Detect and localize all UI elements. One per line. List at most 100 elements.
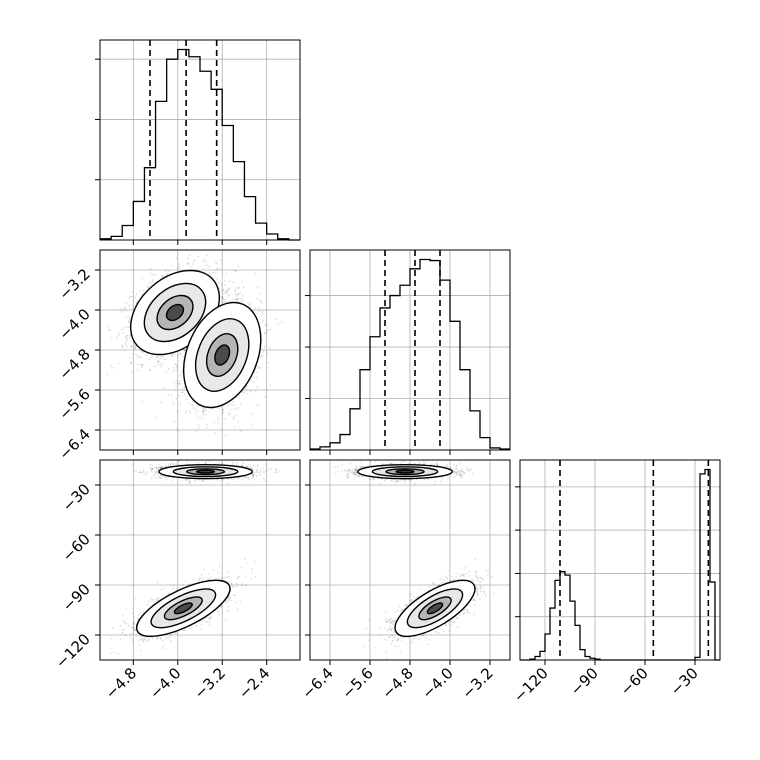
sample-point	[200, 417, 203, 419]
sample-point	[141, 366, 143, 368]
sample-point	[235, 287, 238, 289]
density-contour	[165, 303, 185, 322]
sample-point	[115, 336, 118, 339]
sample-point	[172, 401, 174, 404]
sample-point	[128, 320, 131, 322]
sample-point	[176, 410, 179, 413]
sample-point	[172, 381, 175, 383]
sample-point	[156, 355, 159, 358]
sample-point	[255, 312, 258, 315]
sample-point	[124, 306, 127, 309]
sample-point	[185, 410, 188, 412]
sample-point	[232, 417, 235, 420]
sample-point	[120, 310, 123, 313]
sample-point	[124, 341, 127, 344]
sample-point	[238, 394, 240, 397]
sample-point	[234, 289, 236, 291]
sample-point	[263, 332, 266, 335]
sample-point	[172, 403, 175, 406]
sample-point	[202, 410, 205, 413]
sample-point	[237, 293, 240, 296]
sample-point	[252, 376, 255, 379]
sample-point	[233, 416, 235, 418]
sample-point	[227, 295, 230, 297]
sample-point	[197, 427, 200, 429]
sample-point	[157, 360, 159, 363]
sample-point	[224, 291, 227, 294]
sample-point	[181, 391, 184, 394]
sample-point	[193, 260, 195, 262]
sample-point	[237, 265, 240, 268]
sample-point	[258, 299, 261, 302]
sample-point	[117, 332, 120, 335]
histogram-step-line	[100, 48, 300, 241]
sample-point	[260, 355, 263, 357]
sample-point	[228, 413, 230, 416]
sample-point	[235, 414, 238, 417]
sample-point	[259, 292, 262, 295]
sample-point	[227, 405, 230, 408]
sample-point	[204, 271, 207, 273]
sample-point	[215, 262, 218, 265]
sample-point	[232, 281, 235, 284]
sample-point	[220, 296, 223, 299]
sample-point	[128, 326, 130, 329]
sample-point	[159, 358, 161, 360]
sample-point	[149, 281, 151, 283]
sample-point	[249, 390, 252, 393]
sample-point	[120, 328, 123, 331]
sample-point	[132, 347, 135, 350]
sample-point	[254, 307, 257, 310]
sample-point	[190, 412, 192, 414]
sample-point	[228, 287, 230, 290]
sample-point	[229, 287, 232, 289]
sample-point	[139, 356, 142, 359]
sample-point	[242, 286, 245, 288]
sample-point	[206, 264, 209, 267]
sample-point	[249, 463, 252, 466]
sample-point	[198, 424, 200, 426]
sample-point	[259, 367, 261, 369]
sample-point	[237, 293, 240, 295]
sample-point	[222, 292, 225, 295]
sample-point	[154, 365, 157, 368]
sample-point	[130, 362, 132, 365]
sample-point	[178, 263, 180, 265]
sample-point	[172, 366, 175, 369]
sample-point	[154, 273, 157, 276]
sample-point	[220, 300, 223, 303]
sample-point	[275, 318, 278, 321]
sample-point	[224, 298, 227, 301]
sample-point	[135, 353, 138, 356]
sample-point	[234, 407, 237, 410]
sample-point	[134, 346, 137, 349]
sample-point	[152, 273, 155, 276]
sample-point	[128, 334, 131, 337]
sample-point	[239, 291, 242, 294]
sample-point	[142, 364, 145, 366]
sample-point	[251, 423, 254, 426]
sample-point	[122, 326, 125, 329]
sample-point	[156, 360, 159, 363]
sample-point	[128, 304, 130, 307]
sample-point	[155, 416, 157, 419]
sample-point	[242, 462, 245, 464]
sample-point	[124, 309, 127, 312]
sample-point	[150, 356, 153, 359]
sample-point	[202, 480, 205, 482]
sample-point	[258, 306, 260, 309]
sample-point	[234, 461, 237, 464]
sample-point	[167, 393, 170, 396]
sample-point	[223, 301, 226, 304]
sample-point	[160, 365, 163, 368]
sample-point	[249, 465, 252, 468]
sample-point	[134, 345, 137, 348]
sample-point	[240, 430, 242, 433]
sample-point	[183, 393, 186, 396]
sample-point	[249, 303, 251, 306]
sample-point	[237, 286, 240, 289]
sample-point	[110, 337, 113, 339]
x-tick-label: −60	[617, 664, 652, 699]
sample-point	[232, 298, 235, 301]
sample-point	[236, 297, 238, 300]
